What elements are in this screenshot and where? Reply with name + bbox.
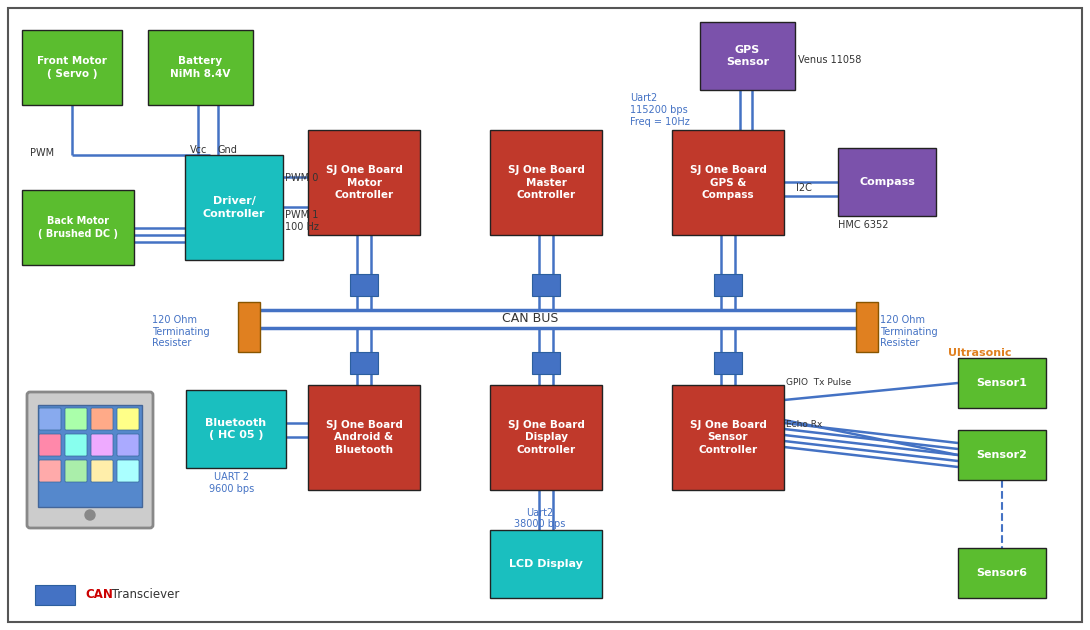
Text: Bluetooth
( HC 05 ): Bluetooth ( HC 05 ) bbox=[205, 418, 267, 440]
Text: Battery
NiMh 8.4V: Battery NiMh 8.4V bbox=[170, 56, 231, 79]
Text: SJ One Board
Sensor
Controller: SJ One Board Sensor Controller bbox=[690, 420, 766, 455]
FancyBboxPatch shape bbox=[350, 274, 378, 296]
FancyBboxPatch shape bbox=[90, 460, 113, 482]
FancyBboxPatch shape bbox=[838, 148, 936, 216]
FancyBboxPatch shape bbox=[532, 352, 560, 374]
Text: SJ One Board
Motor
Controller: SJ One Board Motor Controller bbox=[326, 165, 402, 200]
Text: LCD Display: LCD Display bbox=[509, 559, 583, 569]
FancyBboxPatch shape bbox=[90, 408, 113, 430]
Text: 100 Hz: 100 Hz bbox=[284, 222, 319, 232]
FancyBboxPatch shape bbox=[38, 405, 142, 507]
FancyBboxPatch shape bbox=[490, 530, 602, 598]
FancyBboxPatch shape bbox=[35, 585, 75, 605]
FancyBboxPatch shape bbox=[673, 130, 784, 235]
FancyBboxPatch shape bbox=[490, 385, 602, 490]
FancyBboxPatch shape bbox=[39, 460, 61, 482]
FancyBboxPatch shape bbox=[958, 430, 1046, 480]
Text: GPIO  Tx Pulse: GPIO Tx Pulse bbox=[786, 378, 851, 387]
Text: CAN: CAN bbox=[85, 588, 113, 602]
Text: Ultrasonic: Ultrasonic bbox=[948, 348, 1012, 358]
FancyBboxPatch shape bbox=[700, 22, 795, 90]
FancyBboxPatch shape bbox=[117, 460, 140, 482]
Text: Freq = 10Hz: Freq = 10Hz bbox=[630, 117, 690, 127]
FancyBboxPatch shape bbox=[532, 274, 560, 296]
Text: SJ One Board
Android &
Bluetooth: SJ One Board Android & Bluetooth bbox=[326, 420, 402, 455]
Text: SJ One Board
Display
Controller: SJ One Board Display Controller bbox=[508, 420, 584, 455]
FancyBboxPatch shape bbox=[856, 302, 879, 352]
Text: 115200 bps: 115200 bps bbox=[630, 105, 688, 115]
FancyBboxPatch shape bbox=[39, 434, 61, 456]
Text: PWM 0: PWM 0 bbox=[284, 173, 318, 183]
FancyBboxPatch shape bbox=[39, 408, 61, 430]
Text: I2C: I2C bbox=[796, 183, 812, 193]
Text: Front Motor
( Servo ): Front Motor ( Servo ) bbox=[37, 56, 107, 79]
Text: Uart2: Uart2 bbox=[630, 93, 657, 103]
FancyBboxPatch shape bbox=[308, 385, 420, 490]
FancyBboxPatch shape bbox=[714, 274, 742, 296]
Text: Sensor2: Sensor2 bbox=[977, 450, 1028, 460]
Text: Driver/
Controller: Driver/ Controller bbox=[203, 197, 265, 219]
Text: PWM 1: PWM 1 bbox=[284, 210, 318, 220]
Text: Back Motor
( Brushed DC ): Back Motor ( Brushed DC ) bbox=[38, 216, 118, 239]
FancyBboxPatch shape bbox=[90, 434, 113, 456]
Text: Sensor6: Sensor6 bbox=[977, 568, 1028, 578]
Text: SJ One Board
GPS &
Compass: SJ One Board GPS & Compass bbox=[690, 165, 766, 200]
Text: CAN BUS: CAN BUS bbox=[501, 312, 558, 325]
Circle shape bbox=[85, 510, 95, 520]
FancyBboxPatch shape bbox=[238, 302, 261, 352]
FancyBboxPatch shape bbox=[148, 30, 253, 105]
Text: Vcc: Vcc bbox=[190, 145, 207, 155]
Text: Echo Rx: Echo Rx bbox=[786, 420, 822, 429]
FancyBboxPatch shape bbox=[958, 548, 1046, 598]
Text: 38000 bps: 38000 bps bbox=[514, 519, 566, 529]
FancyBboxPatch shape bbox=[65, 408, 87, 430]
Text: Sensor1: Sensor1 bbox=[977, 378, 1028, 388]
Text: GPS
Sensor: GPS Sensor bbox=[726, 45, 770, 67]
FancyBboxPatch shape bbox=[185, 155, 283, 260]
FancyBboxPatch shape bbox=[65, 460, 87, 482]
FancyBboxPatch shape bbox=[186, 390, 286, 468]
Text: Transciever: Transciever bbox=[108, 588, 180, 602]
FancyBboxPatch shape bbox=[490, 130, 602, 235]
Text: HMC 6352: HMC 6352 bbox=[838, 220, 888, 230]
Text: SJ One Board
Master
Controller: SJ One Board Master Controller bbox=[508, 165, 584, 200]
FancyBboxPatch shape bbox=[117, 434, 140, 456]
Text: Gnd: Gnd bbox=[218, 145, 238, 155]
FancyBboxPatch shape bbox=[27, 392, 153, 528]
Text: UART 2: UART 2 bbox=[215, 472, 250, 482]
FancyBboxPatch shape bbox=[117, 408, 140, 430]
Text: 120 Ohm
Terminating
Resister: 120 Ohm Terminating Resister bbox=[880, 315, 937, 348]
FancyBboxPatch shape bbox=[22, 30, 122, 105]
Text: Uart2: Uart2 bbox=[526, 508, 554, 518]
Text: Venus 11058: Venus 11058 bbox=[798, 55, 861, 65]
Text: Compass: Compass bbox=[859, 177, 915, 187]
FancyBboxPatch shape bbox=[65, 434, 87, 456]
Text: 9600 bps: 9600 bps bbox=[209, 484, 255, 494]
FancyBboxPatch shape bbox=[350, 352, 378, 374]
FancyBboxPatch shape bbox=[958, 358, 1046, 408]
Text: PWM: PWM bbox=[31, 148, 54, 158]
FancyBboxPatch shape bbox=[673, 385, 784, 490]
FancyBboxPatch shape bbox=[714, 352, 742, 374]
FancyBboxPatch shape bbox=[22, 190, 134, 265]
FancyBboxPatch shape bbox=[308, 130, 420, 235]
Text: 120 Ohm
Terminating
Resister: 120 Ohm Terminating Resister bbox=[152, 315, 209, 348]
